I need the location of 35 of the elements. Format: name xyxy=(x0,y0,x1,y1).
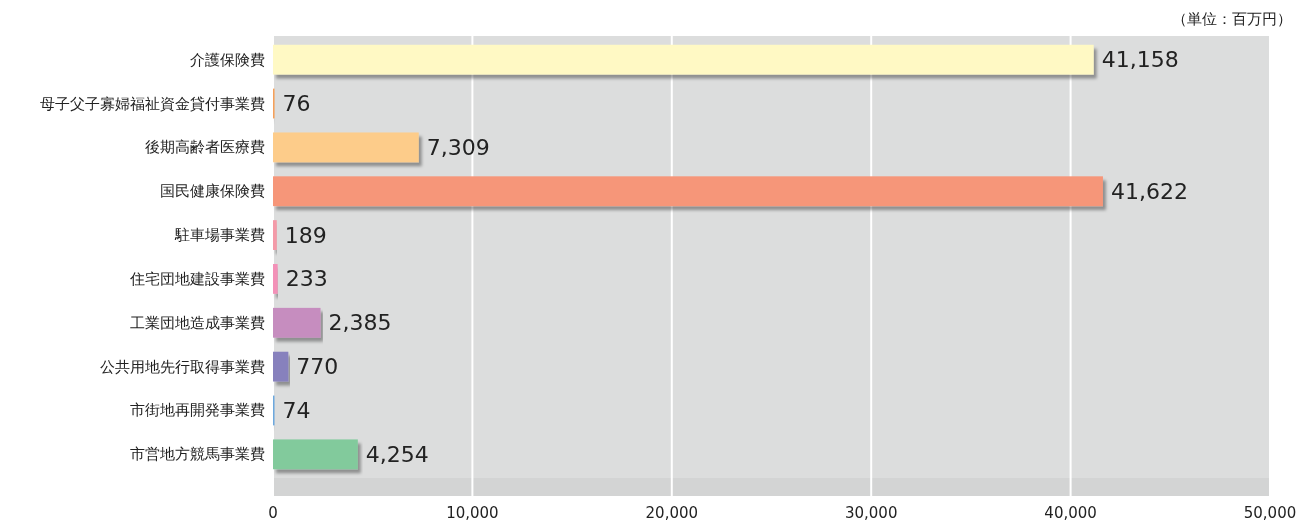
bar xyxy=(273,44,1094,75)
x-tick-label: 30,000 xyxy=(844,504,898,522)
data-label: 189 xyxy=(284,222,327,248)
data-label: 2,385 xyxy=(328,310,392,336)
bar xyxy=(273,307,321,338)
data-label: 41,622 xyxy=(1110,178,1188,204)
data-label: 233 xyxy=(285,266,328,292)
bar xyxy=(273,351,289,382)
x-tick-label: 40,000 xyxy=(1044,504,1097,522)
y-tick-label: 駐車場事業費 xyxy=(174,226,265,245)
bar xyxy=(273,176,1103,207)
y-tick-label: 住宅団地建設事業費 xyxy=(129,269,265,288)
data-label: 770 xyxy=(296,354,339,380)
bar xyxy=(273,132,419,163)
x-tick-label: 0 xyxy=(268,504,278,522)
y-tick-label: 市営地方競馬事業費 xyxy=(130,445,265,464)
y-tick-label: 後期高齢者医療費 xyxy=(145,138,265,157)
y-tick-label: 工業団地造成事業費 xyxy=(130,313,265,332)
text: （単位：百万円） xyxy=(1172,10,1292,28)
bar xyxy=(273,220,277,250)
x-tick-label: 10,000 xyxy=(446,504,499,522)
y-tick-label: 国民健康保険費 xyxy=(160,182,265,201)
data-label: 76 xyxy=(282,91,311,117)
y-tick-label: 公共用地先行取得事業費 xyxy=(100,357,265,376)
bar xyxy=(273,439,358,470)
data-label: 41,158 xyxy=(1101,47,1179,73)
data-label: 74 xyxy=(282,397,311,423)
bar xyxy=(273,264,278,294)
data-label: 7,309 xyxy=(426,134,490,160)
data-label: 4,254 xyxy=(365,441,429,467)
y-tick-label: 介護保険費 xyxy=(190,50,265,69)
y-tick-label: 市街地再開発事業費 xyxy=(130,401,265,420)
x-tick-label: 20,000 xyxy=(645,504,699,522)
x-tick-label: 50,000 xyxy=(1243,504,1297,522)
y-tick-label: 母子父子寡婦福祉資金貸付事業費 xyxy=(40,94,265,113)
